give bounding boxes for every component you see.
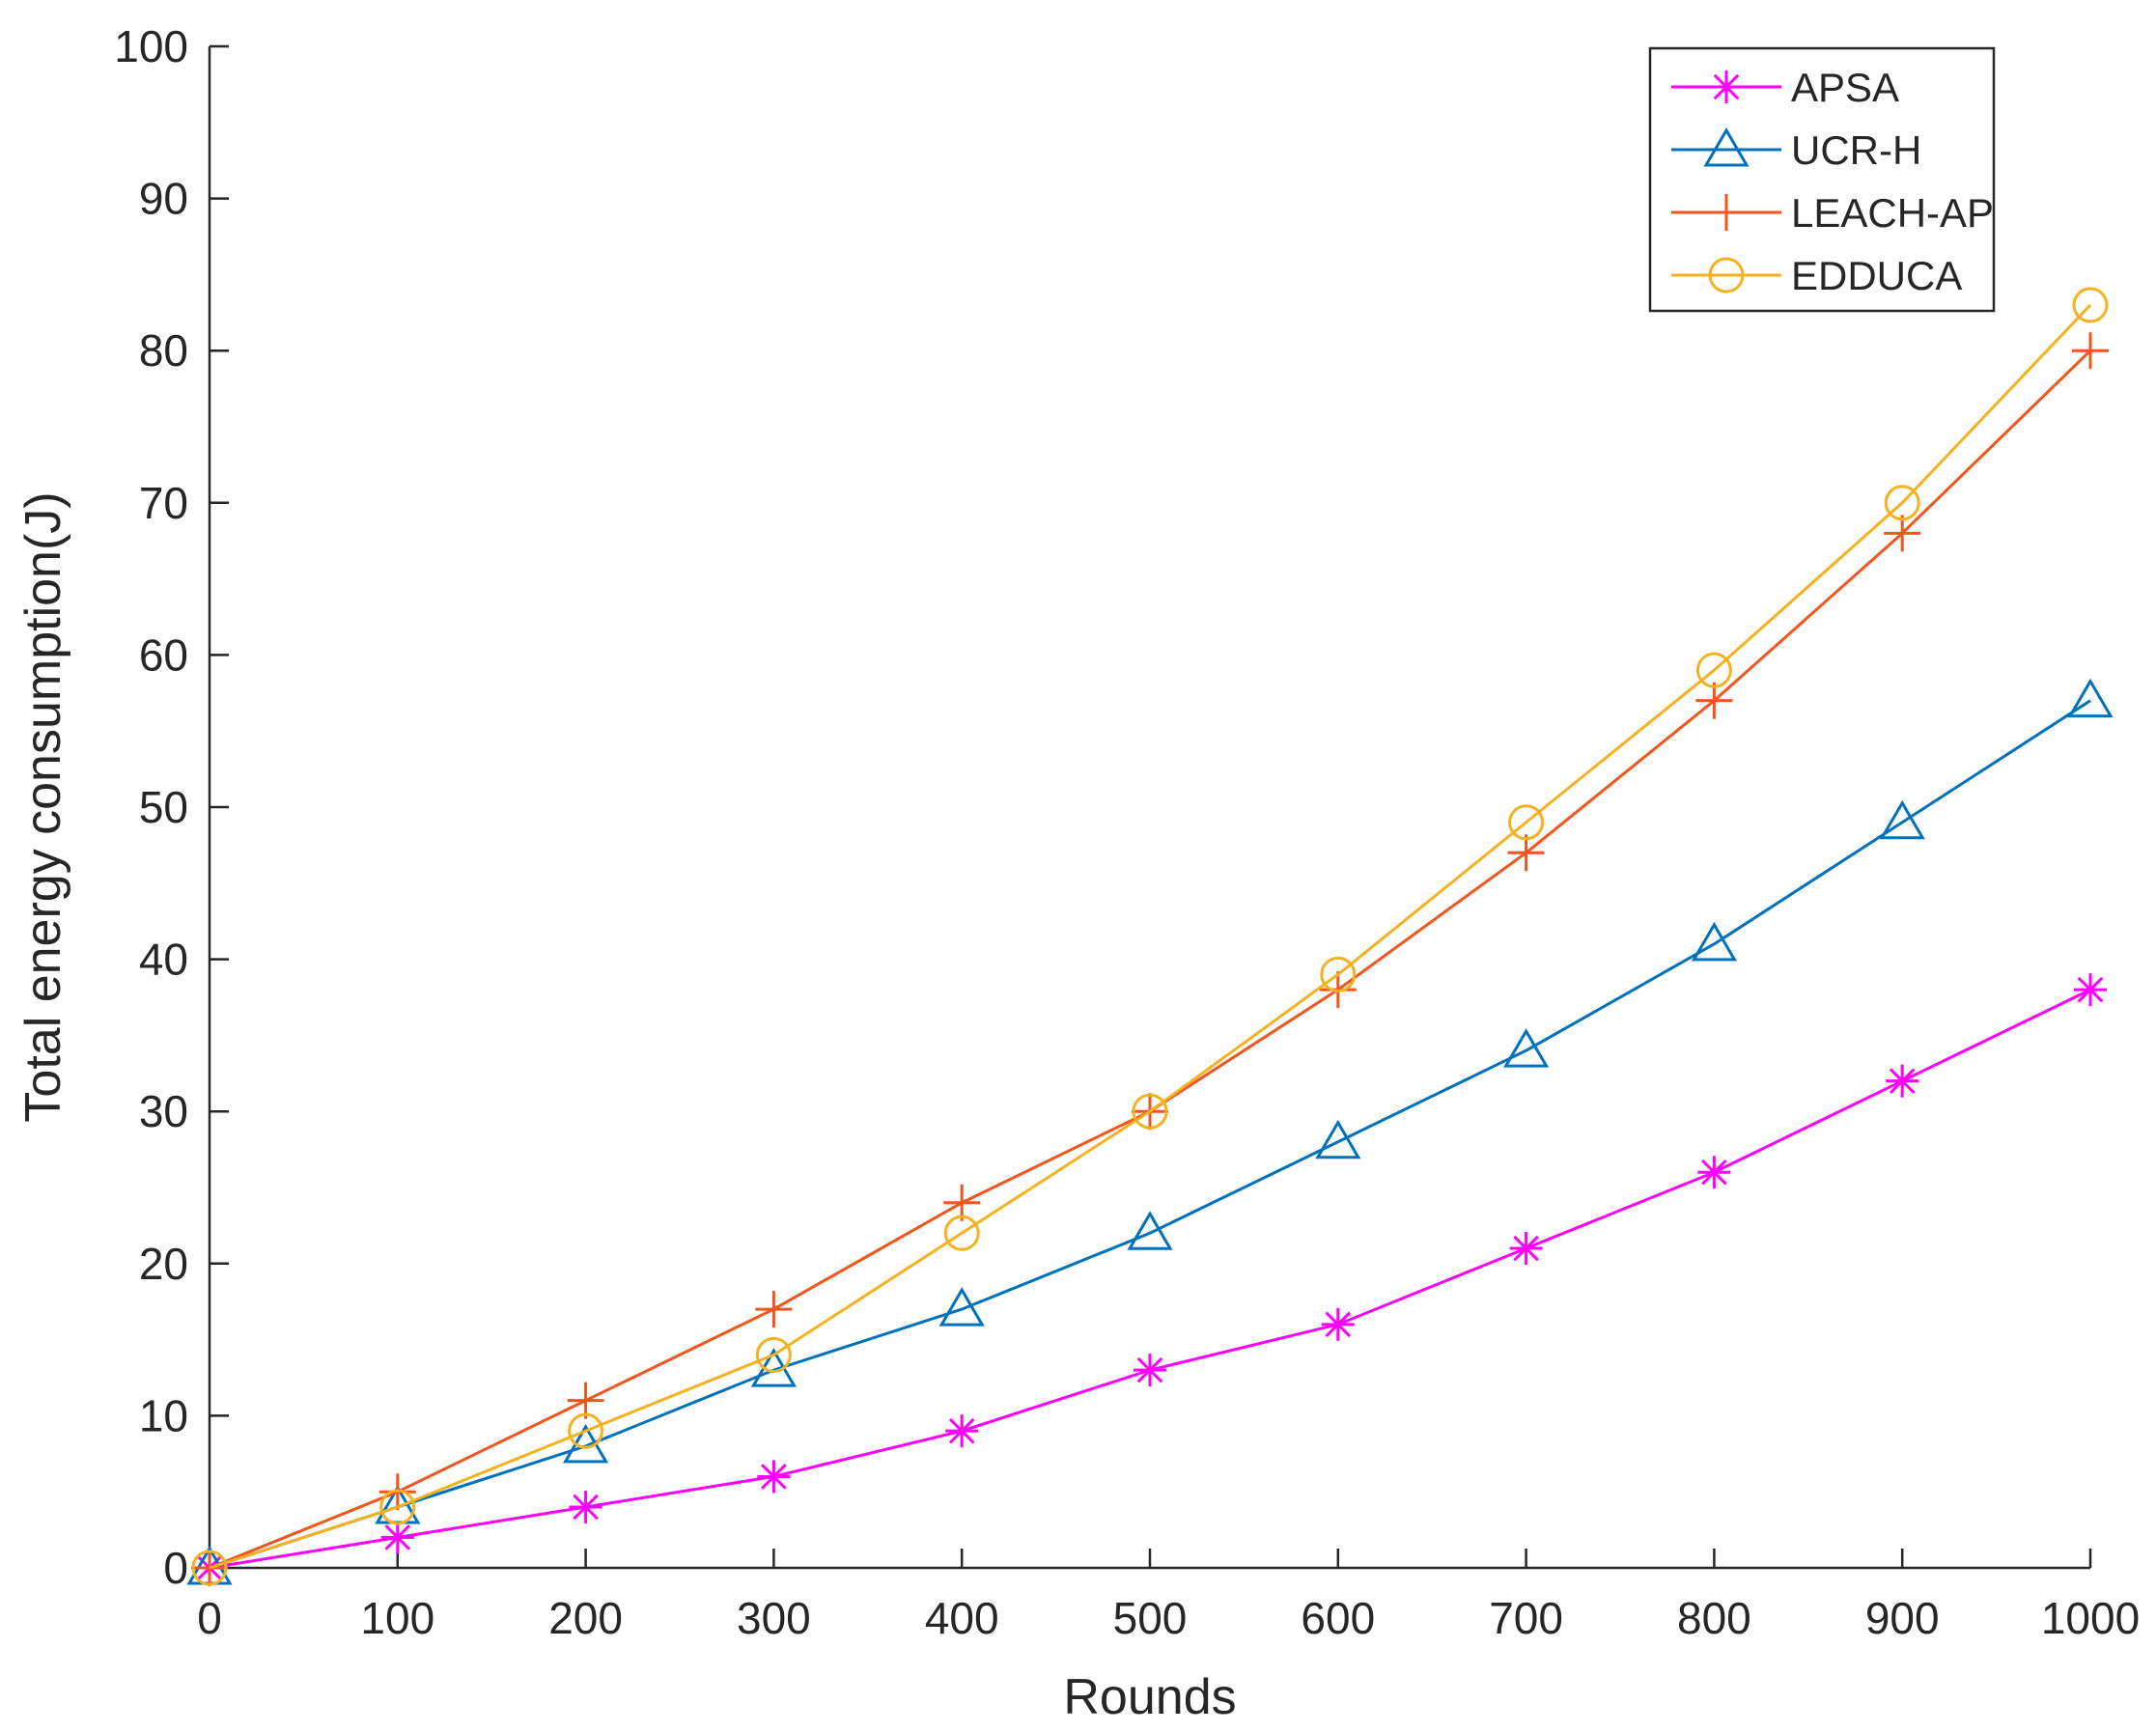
series-ucr-h [186, 678, 2114, 1585]
x-tick-label: 200 [548, 1593, 623, 1643]
data-point-apsa [757, 1460, 791, 1494]
legend-label: APSA [1791, 65, 1899, 110]
legend-item-apsa: APSA [1671, 65, 1899, 110]
y-tick-label: 60 [139, 629, 188, 680]
data-point-apsa [1509, 1232, 1543, 1266]
legend-item-ucr-h: UCR-H [1671, 127, 1921, 173]
data-point-apsa [380, 1521, 414, 1554]
data-point-edduca [2072, 287, 2109, 323]
legend-swatch-marker [1703, 127, 1750, 167]
x-tick-label: 500 [1113, 1593, 1188, 1643]
data-point-apsa [945, 1414, 979, 1448]
data-point-ucr-h [938, 1287, 985, 1327]
data-point-edduca [1320, 956, 1357, 992]
x-tick-label: 100 [360, 1593, 434, 1643]
data-point-apsa [1134, 1354, 1166, 1387]
x-tick-label: 800 [1677, 1593, 1751, 1643]
data-point-apsa [1321, 1307, 1355, 1341]
legend-item-edduca: EDDUCA [1671, 253, 1962, 298]
y-tick-label: 30 [139, 1086, 188, 1136]
x-tick-label: 900 [1865, 1593, 1940, 1643]
data-point-ucr-h [1315, 1119, 1361, 1159]
data-point-edduca [379, 1489, 416, 1525]
data-point-ucr-h [1127, 1211, 1173, 1250]
legend-item-leach-ap: LEACH-AP [1671, 190, 1994, 236]
legend-label: LEACH-AP [1791, 190, 1994, 236]
x-tick-label: 300 [737, 1593, 811, 1643]
legend-box [1648, 46, 1996, 313]
legend-swatch-marker [1708, 194, 1745, 231]
x-axis-ticks: 0 100 200 300 400 500 600 700 800 900 1000 [197, 1549, 2140, 1643]
x-tick-label: 600 [1301, 1593, 1375, 1643]
data-point-leach-ap [2072, 332, 2109, 370]
data-point-ucr-h [1691, 921, 1738, 962]
data-point-leach-ap [943, 1184, 981, 1221]
data-point-edduca [568, 1412, 604, 1449]
data-point-leach-ap [567, 1382, 604, 1419]
data-point-leach-ap [1507, 834, 1545, 872]
series-line-apsa [209, 988, 2091, 1570]
data-point-edduca [1132, 1093, 1168, 1130]
data-point-edduca [943, 1215, 980, 1251]
data-point-edduca [1695, 652, 1732, 688]
y-tick-label: 80 [139, 325, 188, 376]
data-point-apsa [1886, 1064, 1919, 1098]
legend-swatch-marker [1710, 70, 1743, 103]
data-point-edduca [191, 1550, 228, 1586]
x-tick-label: 700 [1489, 1593, 1563, 1643]
data-point-edduca [1508, 804, 1545, 841]
x-tick-label: 400 [925, 1593, 999, 1643]
y-tick-label: 100 [114, 21, 188, 71]
data-point-leach-ap [755, 1291, 793, 1328]
y-tick-label: 40 [139, 935, 188, 985]
series-layer [186, 287, 2114, 1586]
data-point-apsa [1697, 1156, 1731, 1189]
data-point-leach-ap [1884, 515, 1921, 552]
x-axis-title: Rounds [1063, 1669, 1236, 1725]
data-point-edduca [755, 1336, 792, 1373]
data-point-ucr-h [1502, 1028, 1550, 1068]
y-axis-ticks: 0 10 20 30 40 50 60 70 80 90 100 [114, 21, 229, 1593]
y-tick-label: 90 [139, 174, 188, 224]
data-point-apsa [569, 1490, 602, 1523]
series-apsa [193, 973, 2107, 1584]
data-point-ucr-h [2067, 678, 2114, 718]
series-leach-ap [191, 332, 2109, 1586]
legend-label: UCR-H [1791, 127, 1921, 173]
data-point-ucr-h [1879, 799, 1925, 840]
series-edduca [191, 287, 2109, 1586]
y-tick-label: 20 [139, 1239, 188, 1289]
legend-swatch-marker [1708, 257, 1745, 293]
y-tick-label: 50 [139, 782, 188, 832]
legend-label: EDDUCA [1791, 253, 1962, 298]
y-tick-label: 10 [139, 1390, 188, 1440]
series-line-ucr-h [209, 699, 2091, 1570]
data-point-edduca [1884, 485, 1920, 521]
series-line-edduca [209, 303, 2092, 1570]
y-tick-label: 0 [163, 1543, 188, 1593]
y-tick-label: 70 [139, 478, 188, 528]
legend: APSA UCR-H LEACH-AP EDDUCA [1648, 46, 1996, 313]
x-tick-label: 1000 [2041, 1593, 2140, 1643]
y-axis-title: Total energy consumption(J) [15, 491, 71, 1122]
data-point-apsa [2074, 973, 2107, 1007]
data-point-leach-ap [1695, 682, 1733, 719]
x-tick-label: 0 [197, 1593, 222, 1643]
